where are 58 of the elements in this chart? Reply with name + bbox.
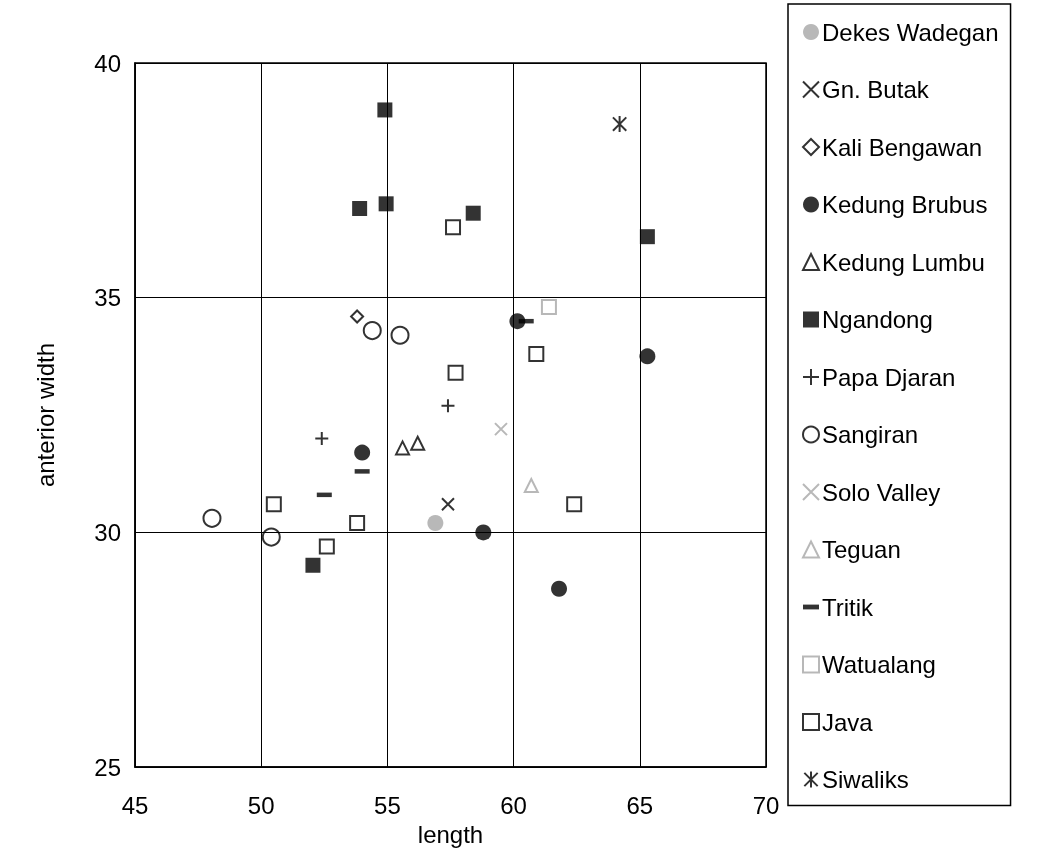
legend-label: Watualang <box>822 651 936 678</box>
legend-label: Sangiran <box>822 421 919 448</box>
y-tick-label: 25 <box>94 753 121 781</box>
y-tick-label: 30 <box>94 518 121 546</box>
point <box>440 497 455 512</box>
legend-label: Papa Djaran <box>822 363 956 391</box>
point <box>305 557 321 573</box>
y-axis-title: anterior width <box>31 343 59 488</box>
point <box>639 229 655 245</box>
legend-label: Java <box>822 708 874 736</box>
legend-label: Tritik <box>822 593 875 621</box>
y-tick-label: 35 <box>94 284 121 312</box>
point <box>445 219 462 236</box>
point <box>377 102 393 118</box>
point <box>362 321 382 341</box>
point <box>349 515 366 532</box>
x-tick-label: 55 <box>374 791 401 819</box>
point <box>551 580 568 597</box>
point <box>378 196 394 212</box>
point <box>318 538 335 555</box>
x-tick-label: 60 <box>500 791 527 819</box>
point <box>493 422 508 437</box>
legend-label: Kali Bengawan <box>822 133 983 161</box>
point <box>395 440 411 456</box>
legend-label: Dekes Wadegan <box>822 18 999 46</box>
point <box>523 477 539 493</box>
point <box>390 325 410 345</box>
x-tick-label: 45 <box>121 791 149 819</box>
point <box>350 309 365 324</box>
point <box>410 435 426 451</box>
point <box>314 431 330 447</box>
legend-label: Solo Valley <box>822 478 941 506</box>
x-tick-label: 50 <box>247 791 275 819</box>
point <box>639 348 656 365</box>
point <box>354 444 371 461</box>
x-axis-title: length <box>417 820 484 848</box>
point <box>528 346 545 363</box>
point <box>261 527 281 547</box>
point <box>427 515 444 532</box>
legend-label: Kedung Brubus <box>822 191 988 218</box>
x-tick-label: 70 <box>752 791 780 819</box>
legend-label: Gn. Butak <box>822 76 930 103</box>
point <box>475 524 492 541</box>
point <box>447 364 464 381</box>
point <box>352 201 368 217</box>
point <box>566 496 583 513</box>
point <box>202 508 222 528</box>
point <box>540 299 557 316</box>
y-tick-label: 40 <box>94 49 121 77</box>
x-tick-label: 65 <box>626 791 654 819</box>
point <box>465 205 481 221</box>
legend-label: Siwaliks <box>822 766 909 793</box>
legend-label: Kedung Lumbu <box>822 248 985 276</box>
legend-label: Ngandong <box>822 306 933 333</box>
legend-label: Teguan <box>822 536 901 563</box>
point <box>611 115 628 134</box>
point <box>265 496 282 513</box>
point <box>440 398 456 414</box>
